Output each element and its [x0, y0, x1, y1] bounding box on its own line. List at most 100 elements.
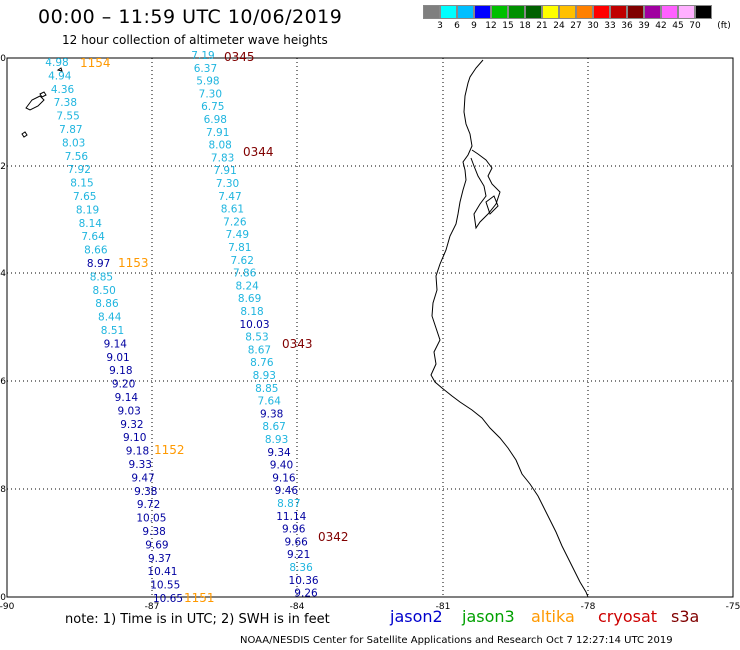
legend-level-label: 42 [655, 21, 667, 31]
wave-height-label: 10.36 [289, 575, 319, 587]
legend-swatch [576, 5, 593, 19]
legend-swatch [559, 5, 576, 19]
wave-height-label: 8.19 [76, 204, 99, 216]
wave-height-label: 8.61 [221, 204, 244, 216]
legend-swatch [457, 5, 474, 19]
wave-height-label: 7.83 [211, 152, 234, 164]
wave-height-label: 7.91 [213, 165, 236, 177]
wave-height-label: 7.19 [191, 50, 214, 62]
legend-swatch [644, 5, 661, 19]
satellite-label: jason3 [462, 607, 515, 626]
legend-unit-label: (ft) [717, 21, 731, 31]
wave-height-label: 7.65 [73, 191, 96, 203]
legend-level-label: 45 [672, 21, 684, 31]
legend-level-label: 3 [437, 21, 443, 31]
legend-swatch [440, 5, 457, 19]
pass-time-label: 0342 [318, 530, 349, 544]
legend-level-label: 24 [553, 21, 565, 31]
legend-swatch [525, 5, 542, 19]
lon-tick-label: -75 [726, 602, 740, 612]
wave-height-label: 9.96 [282, 524, 306, 536]
wave-height-label: 8.69 [238, 293, 261, 305]
wave-height-label: 9.34 [267, 447, 291, 459]
wave-height-label: 7.49 [226, 229, 249, 241]
legend-level-label: 33 [604, 21, 616, 31]
legend-level-label: 12 [485, 21, 497, 31]
island [25, 95, 45, 111]
wave-height-label: 9.47 [131, 472, 154, 484]
wave-height-label: 9.72 [137, 499, 160, 511]
wave-height-label: 8.76 [250, 357, 274, 369]
coastline [430, 59, 589, 598]
wave-height-label: 9.38 [260, 408, 283, 420]
wave-height-label: 8.85 [255, 383, 278, 395]
island [485, 195, 499, 215]
wave-height-label: 7.64 [258, 396, 282, 408]
wave-height-label: 8.67 [248, 344, 271, 356]
wave-height-label: 9.16 [272, 472, 296, 484]
pass-time-label: 0344 [243, 145, 274, 159]
lat-tick-label: -2 [0, 162, 6, 172]
island [56, 67, 63, 72]
legend-labels: 3 6 9 12 15 18 21 24 27 30 33 36 39 42 45 70 (ft) [423, 21, 740, 35]
wave-height-label: 8.03 [62, 137, 85, 149]
wave-height-label: 11.14 [276, 511, 306, 523]
island [21, 131, 28, 138]
wave-height-label: 9.69 [145, 539, 168, 551]
wave-height-label: 4.36 [51, 84, 75, 96]
wave-height-label: 7.86 [233, 268, 257, 280]
wave-height-label: 4.94 [48, 70, 72, 82]
wave-height-label: 9.26 [294, 588, 318, 600]
wave-height-label: 7.30 [216, 178, 239, 190]
wave-height-label: 6.75 [201, 101, 224, 113]
legend-swatch [542, 5, 559, 19]
wave-height-label: 6.98 [204, 114, 227, 126]
footnote: note: 1) Time is in UTC; 2) SWH is in fe… [65, 612, 330, 627]
legend-swatch [678, 5, 695, 19]
wave-height-label: 9.14 [115, 392, 139, 404]
wave-height-label: 7.26 [223, 216, 247, 228]
wave-height-label: 8.97 [87, 258, 110, 270]
legend-level-label: 27 [570, 21, 582, 31]
legend-swatch [474, 5, 491, 19]
wave-height-label: 7.56 [65, 151, 89, 163]
wave-height-label: 4.98 [45, 57, 68, 69]
wave-height-label: 6.37 [194, 63, 217, 75]
pass-time-label: 1154 [80, 56, 111, 70]
wave-height-label: 7.62 [231, 255, 254, 267]
satellite-label: s3a [671, 607, 700, 626]
legend-swatch [593, 5, 610, 19]
lat-tick-label: -6 [0, 377, 6, 387]
wave-height-label: 7.64 [81, 231, 105, 243]
legend-level-label: 30 [587, 21, 599, 31]
wave-height-label: 9.46 [275, 485, 299, 497]
legend-level-label: 70 [689, 21, 701, 31]
legend-swatch [508, 5, 525, 19]
legend-level-label: 18 [519, 21, 531, 31]
wave-height-label: 8.15 [70, 178, 93, 190]
wave-height-label: 9.66 [284, 536, 308, 548]
lat-tick-label: -4 [0, 269, 6, 279]
wave-height-label: 8.14 [79, 218, 103, 230]
wave-height-label: 7.30 [199, 88, 222, 100]
lat-tick-label: -8 [0, 485, 6, 495]
wave-height-label: 8.24 [235, 280, 259, 292]
wave-height-label: 9.38 [142, 526, 165, 538]
lon-tick-label: -78 [581, 602, 596, 612]
legend-level-label: 15 [502, 21, 514, 31]
satellite-label: altika [531, 607, 575, 626]
legend-swatch [627, 5, 644, 19]
wave-height-label: 9.37 [148, 553, 171, 565]
wave-height-label: 7.38 [54, 97, 77, 109]
lat-tick-label: -10 [0, 593, 6, 603]
coastline-gulf [470, 149, 501, 230]
pass-time-label: 0343 [282, 337, 313, 351]
wave-height-label: 10.65 [153, 593, 183, 605]
satellite-label: cryosat [598, 607, 658, 626]
wave-height-label: 8.50 [92, 285, 115, 297]
wave-height-label: 8.66 [84, 245, 108, 257]
color-legend: 3 6 9 12 15 18 21 24 27 30 33 36 39 42 45 70 (ft) [423, 5, 731, 31]
wave-height-label: 9.18 [109, 365, 132, 377]
wave-height-label: 8.08 [208, 140, 231, 152]
